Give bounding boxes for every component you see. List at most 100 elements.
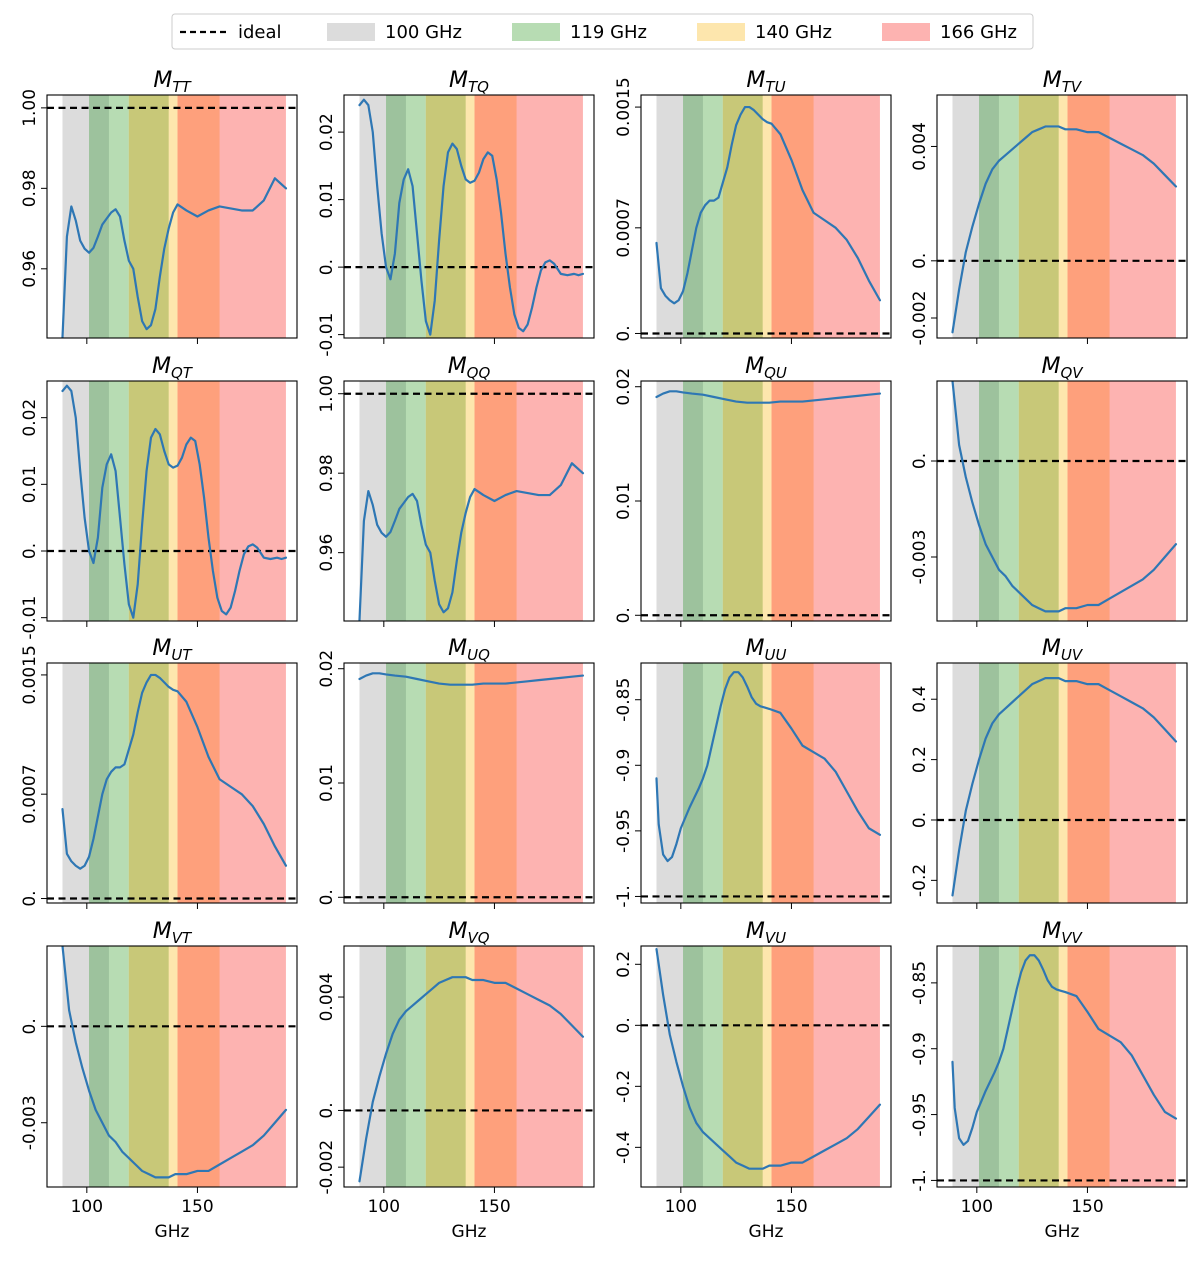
band-overlap xyxy=(1018,946,1059,1187)
plot-area xyxy=(344,95,594,338)
band-overlap xyxy=(722,95,763,338)
y-tick-label: 0. xyxy=(317,889,337,905)
panel-title: MUT xyxy=(152,636,193,664)
legend-entry: ideal xyxy=(180,22,282,43)
series-line xyxy=(951,954,1178,1146)
plot-area xyxy=(47,946,297,1187)
panel-grid: MTT 0.96 0.98 1.00 MTQ -0.01 0. 0.01 0.02 MTU 0. 0.… xyxy=(20,68,1188,1242)
panel-title: MTQ xyxy=(449,68,489,96)
panel-title: MUU xyxy=(746,636,787,664)
axes-frame xyxy=(343,94,595,339)
y-tick-label: 0. xyxy=(910,812,930,828)
legend-entry: 100 GHz xyxy=(327,22,462,43)
x-tick-label: 150 xyxy=(1071,1197,1103,1217)
plot-area xyxy=(47,663,297,903)
y-tick-label: -0.85 xyxy=(614,678,634,722)
y-tick-label: 0.0015 xyxy=(20,645,40,704)
axes-frame xyxy=(936,380,1188,622)
plot-area xyxy=(937,946,1187,1187)
panel-MQV: MQV -0.003 0. xyxy=(910,354,1188,627)
axes-frame xyxy=(640,945,892,1188)
panel-title: MVV xyxy=(1042,919,1083,947)
series-line xyxy=(358,462,585,621)
plot-area xyxy=(344,381,594,621)
x-axis-label: GHz xyxy=(1045,1222,1080,1242)
y-tick-label: 0. xyxy=(910,453,930,469)
y-tick-label: -0.01 xyxy=(20,596,40,640)
legend-label: ideal xyxy=(238,22,282,43)
series-line xyxy=(358,672,585,686)
series-line xyxy=(61,946,288,1179)
y-tick-label: -0.2 xyxy=(910,864,930,897)
legend-swatch xyxy=(697,23,745,41)
y-tick-label: -0.2 xyxy=(614,1070,634,1103)
y-tick-label: 0.01 xyxy=(317,181,337,219)
panel-MTU: MTU 0. 0.0007 0.0015 xyxy=(614,68,892,344)
axes-frame xyxy=(936,662,1188,904)
plot-area xyxy=(641,663,891,903)
y-tick-label: -0.01 xyxy=(317,313,337,357)
panel-MTV: MTV -0.002 0. 0.004 xyxy=(910,68,1188,346)
y-tick-label: 0. xyxy=(317,259,337,275)
legend-frame xyxy=(171,13,1034,50)
band-overlap xyxy=(979,95,999,338)
band-overlap xyxy=(386,946,406,1187)
axes-frame xyxy=(46,662,298,904)
band-overlap xyxy=(771,381,814,621)
band-overlap xyxy=(89,95,109,338)
band-overlap xyxy=(683,663,703,903)
band-overlap xyxy=(771,663,814,903)
band-overlap xyxy=(128,95,169,338)
y-tick-label: 0.96 xyxy=(20,250,40,288)
series-line xyxy=(61,673,288,870)
legend-swatch xyxy=(327,23,375,41)
band-overlap xyxy=(128,663,169,903)
legend: ideal 100 GHz 119 GHz 140 GHz 166 GHz xyxy=(171,13,1034,50)
axes-frame xyxy=(343,945,595,1188)
y-tick-label: 0.98 xyxy=(317,454,337,492)
panel-title: MQV xyxy=(1041,354,1084,382)
y-tick-label: 0. xyxy=(910,253,930,269)
y-tick-label: 0. xyxy=(20,1018,40,1034)
plot-area xyxy=(937,95,1187,338)
band-overlap xyxy=(1018,381,1059,621)
y-tick-label: 0.0007 xyxy=(20,764,40,823)
band-overlap xyxy=(1067,946,1110,1187)
y-tick-label: 0.004 xyxy=(910,122,930,171)
y-tick-label: -1. xyxy=(614,885,634,907)
legend-label: 166 GHz xyxy=(940,22,1017,43)
band-overlap xyxy=(722,946,763,1187)
y-tick-label: 0.01 xyxy=(20,465,40,503)
band-overlap xyxy=(722,663,763,903)
y-tick-label: -0.95 xyxy=(614,809,634,853)
band-overlap xyxy=(386,95,406,338)
y-tick-label: 0.01 xyxy=(317,764,337,802)
panel-title: MQT xyxy=(152,354,194,382)
x-axis-label: GHz xyxy=(155,1222,190,1242)
plot-area xyxy=(47,95,297,338)
x-tick-label: 150 xyxy=(181,1197,213,1217)
legend-label: 100 GHz xyxy=(385,22,462,43)
y-tick-label: -1. xyxy=(910,1169,930,1191)
plot-area xyxy=(937,381,1187,621)
band-overlap xyxy=(771,946,814,1187)
y-tick-label: -0.9 xyxy=(614,749,634,782)
panel-MVU: MVU -0.4 -0.2 0. 0.2 100 150 GHz xyxy=(614,919,892,1242)
panel-title: MUQ xyxy=(448,636,490,664)
panel-MUQ: MUQ 0. 0.01 0.02 xyxy=(317,636,595,909)
band-overlap xyxy=(722,381,763,621)
x-axis-label: GHz xyxy=(452,1222,487,1242)
y-tick-label: 0.98 xyxy=(20,169,40,207)
y-tick-label: 0.4 xyxy=(910,686,930,713)
y-tick-label: 0.0007 xyxy=(614,198,634,257)
plot-area xyxy=(47,381,297,621)
y-tick-label: -0.002 xyxy=(317,1140,337,1195)
y-tick-label: -0.002 xyxy=(910,291,930,346)
legend-entry: 166 GHz xyxy=(882,22,1017,43)
plot-area xyxy=(641,95,891,338)
plot-area xyxy=(344,946,594,1187)
band-overlap xyxy=(1067,381,1110,621)
panel-MTQ: MTQ -0.01 0. 0.01 0.02 xyxy=(317,68,595,357)
panel-title: MTV xyxy=(1043,68,1083,96)
band-overlap xyxy=(177,946,220,1187)
